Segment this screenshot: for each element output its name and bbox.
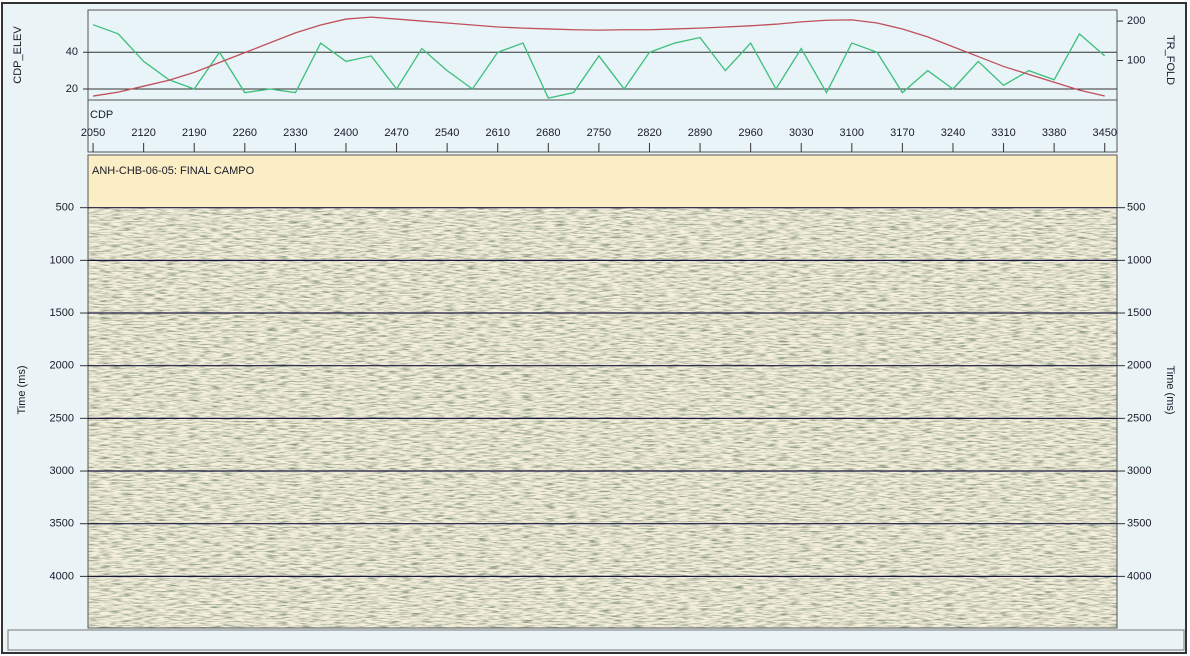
x-tick-label: 2750 <box>587 127 611 139</box>
x-tick-label: 3030 <box>789 127 813 139</box>
y-tick-label: 1500 <box>50 307 74 319</box>
x-tick-label: 3450 <box>1092 127 1116 139</box>
x-tick-label: 2540 <box>435 127 459 139</box>
x-tick-label: 3170 <box>890 127 914 139</box>
series-line <box>92 24 1106 99</box>
cdp-axis-area <box>87 99 1118 153</box>
x-tick-label: 2610 <box>485 127 509 139</box>
y-tick-label: 40 <box>66 46 78 58</box>
x-tick-label: 2050 <box>81 127 105 139</box>
y2-axis-label: TR_FOLD <box>1164 35 1176 85</box>
x-tick-label: 2820 <box>637 127 661 139</box>
y-tick-label: 4000 <box>50 570 74 582</box>
y-tick-label-right: 1000 <box>1127 254 1151 266</box>
y-tick-label: 500 <box>56 202 74 214</box>
y-tick-label: 20 <box>66 83 78 95</box>
y-axis-label: Time (ms) <box>16 365 28 414</box>
y-tick-label-right: 500 <box>1127 202 1145 214</box>
y-axis-label-right: Time (ms) <box>1164 365 1176 414</box>
y-tick-label: 3500 <box>50 518 74 530</box>
x-tick-label: 2890 <box>688 127 712 139</box>
y-tick-label-right: 4000 <box>1127 570 1151 582</box>
y-tick-label-right: 3000 <box>1127 465 1151 477</box>
x-tick-label: 2330 <box>283 127 307 139</box>
y-tick-label-right: 2000 <box>1127 360 1151 372</box>
x-tick-label: 3310 <box>991 127 1015 139</box>
series-line <box>92 16 1105 97</box>
x-tick-label: 2120 <box>131 127 155 139</box>
seismic-border <box>87 154 1118 629</box>
x-tick-label: 3240 <box>941 127 965 139</box>
x-tick-label: 2680 <box>536 127 560 139</box>
y-tick-label-right: 1500 <box>1127 307 1151 319</box>
x-tick-label: 3380 <box>1042 127 1066 139</box>
y-tick-label: 2000 <box>50 360 74 372</box>
x-axis-label: CDP <box>90 109 113 121</box>
top-plot-area <box>87 9 1118 101</box>
section-title: ANH-CHB-06-05: FINAL CAMPO <box>92 165 255 177</box>
x-tick-label: 2470 <box>384 127 408 139</box>
y-tick-label-right: 3500 <box>1127 518 1151 530</box>
y-tick-label: 2500 <box>50 412 74 424</box>
y-tick-label: 3000 <box>50 465 74 477</box>
x-tick-label: 2190 <box>182 127 206 139</box>
title-band <box>88 155 1117 208</box>
status-bar <box>7 629 1185 651</box>
y2-tick-label: 100 <box>1127 54 1145 66</box>
x-tick-label: 3100 <box>840 127 864 139</box>
y-tick-label: 1000 <box>50 254 74 266</box>
y2-tick-label: 200 <box>1127 15 1145 27</box>
x-tick-label: 2260 <box>233 127 257 139</box>
y-tick-label-right: 2500 <box>1127 412 1151 424</box>
x-tick-label: 2400 <box>334 127 358 139</box>
y-axis-label: CDP_ELEV <box>12 26 24 84</box>
x-tick-label: 2960 <box>738 127 762 139</box>
